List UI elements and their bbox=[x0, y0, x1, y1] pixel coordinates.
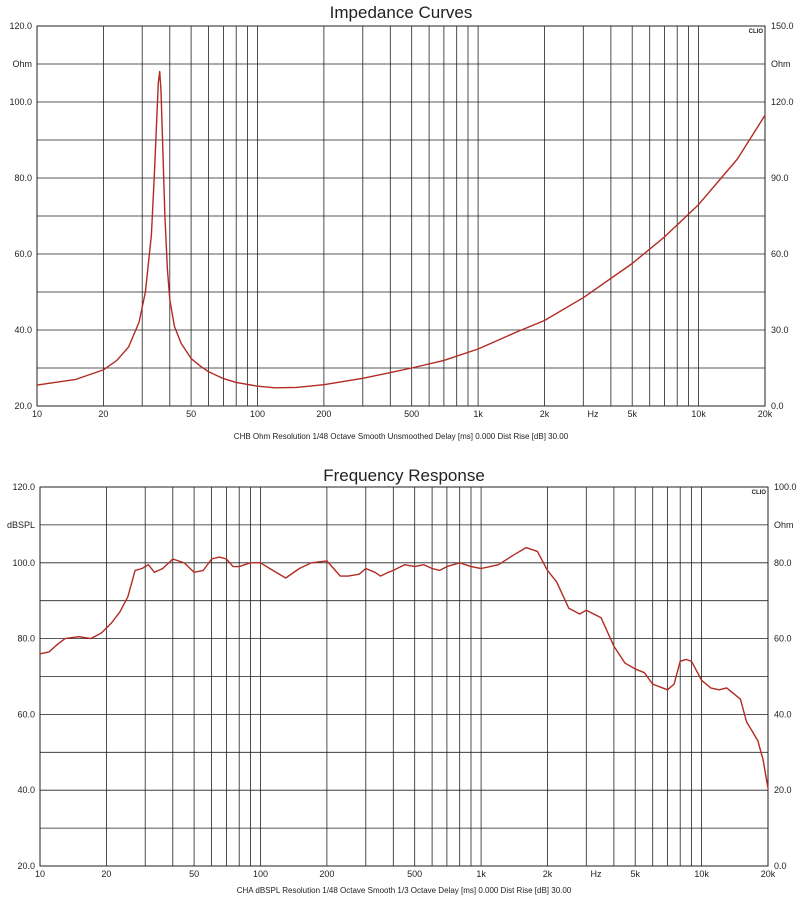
chart-title: Impedance Curves bbox=[330, 3, 473, 22]
y-left-tick-label: 20.0 bbox=[14, 401, 32, 411]
x-unit: Hz bbox=[588, 409, 599, 419]
y-left-tick-label: 20.0 bbox=[17, 861, 35, 871]
y-left-tick-label: 40.0 bbox=[17, 785, 35, 795]
y-left-tick-label: 100.0 bbox=[12, 558, 35, 568]
plot-frame bbox=[39, 486, 769, 867]
x-tick-label: 50 bbox=[186, 409, 196, 419]
y-left-tick-label: 60.0 bbox=[14, 249, 32, 259]
y-right-tick-label: 60.0 bbox=[774, 634, 792, 644]
x-tick-label: 2k bbox=[543, 869, 553, 879]
y-right-tick-label: 120.0 bbox=[771, 97, 794, 107]
x-tick-label: 100 bbox=[250, 409, 265, 419]
y-left-unit: dBSPL bbox=[7, 520, 35, 530]
brand-label: CLIO bbox=[752, 490, 767, 496]
y-right-tick-label: 90.0 bbox=[771, 173, 789, 183]
x-tick-label: 10 bbox=[32, 409, 42, 419]
y-right-tick-label: 30.0 bbox=[771, 325, 789, 335]
y-left-tick-label: 120.0 bbox=[12, 482, 35, 492]
series-line bbox=[36, 70, 766, 389]
x-tick-label: 5k bbox=[630, 869, 640, 879]
x-tick-label: 5k bbox=[627, 409, 637, 419]
y-right-tick-label: 40.0 bbox=[774, 709, 792, 719]
x-tick-label: 2k bbox=[540, 409, 550, 419]
y-right-tick-label: 20.0 bbox=[774, 785, 792, 795]
x-tick-label: 1k bbox=[473, 409, 483, 419]
y-right-tick-label: 60.0 bbox=[771, 249, 789, 259]
x-tick-label: 100 bbox=[253, 869, 268, 879]
grid bbox=[37, 26, 765, 406]
x-tick-label: 500 bbox=[404, 409, 419, 419]
x-tick-label: 500 bbox=[407, 869, 422, 879]
y-left-tick-label: 100.0 bbox=[9, 97, 32, 107]
x-tick-label: 20 bbox=[98, 409, 108, 419]
x-tick-label: 20 bbox=[101, 869, 111, 879]
chart-title: Frequency Response bbox=[323, 466, 485, 485]
chart-footer: CHA dBSPL Resolution 1/48 Octave Smooth … bbox=[237, 886, 572, 895]
x-tick-label: 20k bbox=[758, 409, 773, 419]
x-tick-label: 200 bbox=[319, 869, 334, 879]
y-right-tick-label: 150.0 bbox=[771, 21, 794, 31]
x-tick-label: 200 bbox=[316, 409, 331, 419]
y-left-unit: Ohm bbox=[12, 59, 32, 69]
y-right-tick-label: 0.0 bbox=[771, 401, 784, 411]
impedance-chart: Impedance CurvesCLIO20.040.060.080.0100.… bbox=[9, 3, 793, 441]
y-right-tick-label: 0.0 bbox=[774, 861, 787, 871]
y-left-tick-label: 40.0 bbox=[14, 325, 32, 335]
y-right-unit: Ohm bbox=[771, 59, 791, 69]
x-unit: Hz bbox=[591, 869, 602, 879]
x-tick-label: 10 bbox=[35, 869, 45, 879]
x-tick-label: 10k bbox=[694, 869, 709, 879]
x-tick-label: 20k bbox=[761, 869, 776, 879]
y-right-tick-label: 100.0 bbox=[774, 482, 797, 492]
chart-footer: CHB Ohm Resolution 1/48 Octave Smooth Un… bbox=[234, 432, 569, 441]
brand-label: CLIO bbox=[749, 29, 764, 35]
grid bbox=[40, 487, 768, 866]
y-right-unit: Ohm bbox=[774, 520, 794, 530]
y-left-tick-label: 120.0 bbox=[9, 21, 32, 31]
frequency-response-chart: Frequency Response CLIO 20.0 40.0 60.0 80.0 10… bbox=[7, 466, 797, 895]
x-tick-label: 10k bbox=[691, 409, 706, 419]
y-left-tick-label: 60.0 bbox=[17, 709, 35, 719]
series-line bbox=[39, 546, 769, 789]
x-tick-label: 50 bbox=[189, 869, 199, 879]
plot-frame bbox=[36, 25, 766, 407]
y-left-tick-label: 80.0 bbox=[17, 634, 35, 644]
x-tick-label: 1k bbox=[476, 869, 486, 879]
y-right-tick-label: 80.0 bbox=[774, 558, 792, 568]
y-left-tick-label: 80.0 bbox=[14, 173, 32, 183]
